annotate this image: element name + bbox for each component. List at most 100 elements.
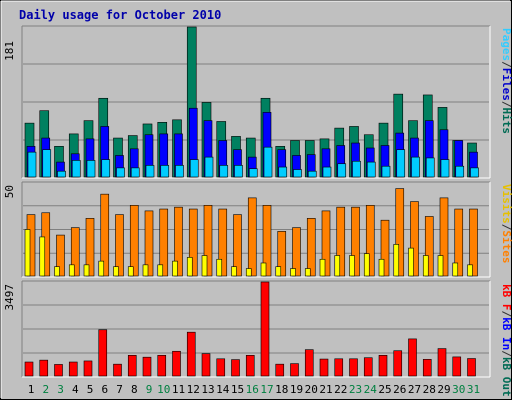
bar-kb-f-day-8 xyxy=(127,355,137,377)
bar-kb-f-day-4 xyxy=(68,361,78,377)
bar-visits-day-5 xyxy=(83,264,90,277)
bar-visits-day-28 xyxy=(422,255,429,277)
bar-pages-day-21 xyxy=(322,166,332,178)
bar-sites-day-21 xyxy=(321,210,331,277)
bar-pages-day-25 xyxy=(381,165,391,178)
x-tick-label-day-11: 11 xyxy=(172,383,185,396)
panel-3-legend: kB F/kB In/kB Out xyxy=(500,284,512,397)
panel-1-legend: Pages/Files/Hits xyxy=(500,28,512,134)
panel-1-legend-item: / xyxy=(500,61,512,68)
bar-pages-day-31 xyxy=(470,167,479,178)
bar-visits-day-6 xyxy=(98,260,105,277)
bar-pages-day-26 xyxy=(396,149,406,178)
x-tick-label-day-2: 2 xyxy=(42,383,49,396)
bar-visits-day-29 xyxy=(437,255,444,277)
x-tick-label-day-15: 15 xyxy=(231,383,244,396)
bar-visits-day-16 xyxy=(245,268,252,277)
bar-pages-day-22 xyxy=(337,163,347,178)
bar-visits-day-18 xyxy=(275,266,282,277)
x-tick-label-day-19: 19 xyxy=(290,383,303,396)
panel-1-max-label: 181 xyxy=(3,41,16,61)
bar-pages-day-16 xyxy=(248,168,258,178)
bar-kb-f-day-20 xyxy=(304,349,314,377)
bar-pages-day-7 xyxy=(116,167,125,178)
x-tick-label-day-8: 8 xyxy=(131,383,138,396)
bar-visits-day-17 xyxy=(260,262,267,277)
bar-pages-day-9 xyxy=(145,165,155,178)
bar-kb-f-day-26 xyxy=(393,350,403,377)
bar-visits-day-14 xyxy=(216,258,223,277)
bar-pages-day-27 xyxy=(411,156,420,178)
bar-sites-day-15 xyxy=(233,214,242,277)
panel-2-legend-item: Visits xyxy=(500,184,512,224)
bar-sites-day-14 xyxy=(218,208,228,277)
bar-pages-day-18 xyxy=(278,166,288,178)
bar-kb-f-day-31 xyxy=(467,358,476,377)
x-tick-label-day-23: 23 xyxy=(349,383,362,396)
bar-kb-f-day-1 xyxy=(24,361,34,377)
bar-visits-day-31 xyxy=(467,264,473,277)
bar-kb-f-day-17 xyxy=(260,281,270,377)
bar-kb-f-day-21 xyxy=(319,358,329,377)
bar-kb-f-day-18 xyxy=(275,363,285,377)
x-tick-label-day-26: 26 xyxy=(393,383,406,396)
bar-visits-day-10 xyxy=(157,264,164,277)
bar-visits-day-23 xyxy=(349,255,355,277)
bar-visits-day-20 xyxy=(304,268,311,277)
x-tick-label-day-9: 9 xyxy=(146,383,153,396)
bar-visits-day-12 xyxy=(186,257,193,277)
x-tick-label-day-1: 1 xyxy=(28,383,35,396)
bar-kb-f-day-28 xyxy=(422,359,432,377)
bar-pages-day-13 xyxy=(204,156,214,178)
x-tick-label-day-30: 30 xyxy=(452,383,465,396)
panel-1-legend-item: / xyxy=(500,101,512,108)
panel-3-legend-item: / xyxy=(500,311,512,318)
panel-3-legend-item: kB Out xyxy=(500,357,512,397)
bar-kb-f-day-2 xyxy=(39,359,49,377)
bar-pages-day-15 xyxy=(234,165,243,178)
bar-visits-day-21 xyxy=(319,258,326,277)
bar-kb-f-day-23 xyxy=(349,358,358,377)
bar-pages-day-6 xyxy=(101,159,111,178)
panel-3-legend-item: kB In xyxy=(500,317,512,350)
bar-pages-day-24 xyxy=(366,161,376,178)
x-tick-label-day-13: 13 xyxy=(201,383,214,396)
bar-pages-day-4 xyxy=(71,160,81,178)
bar-kb-f-day-14 xyxy=(216,358,226,377)
panel-2-legend-item: Sites xyxy=(500,230,512,263)
x-tick-label-day-17: 17 xyxy=(260,383,273,396)
bar-visits-day-9 xyxy=(142,264,149,277)
bar-visits-day-25 xyxy=(378,258,385,277)
bar-visits-day-24 xyxy=(363,253,370,277)
bar-sites-day-31 xyxy=(469,208,478,277)
bar-pages-day-12 xyxy=(189,159,199,178)
x-tick-label-day-25: 25 xyxy=(378,383,391,396)
bar-pages-day-5 xyxy=(86,160,96,178)
bar-pages-day-3 xyxy=(57,170,66,178)
bar-sites-day-29 xyxy=(439,197,449,277)
bar-sites-day-7 xyxy=(115,214,124,277)
x-tick-label-day-10: 10 xyxy=(157,383,170,396)
bar-visits-day-7 xyxy=(113,266,119,277)
bar-visits-day-3 xyxy=(54,266,60,277)
bar-visits-day-19 xyxy=(290,268,296,277)
bar-sites-day-13 xyxy=(203,205,213,277)
bar-pages-day-29 xyxy=(440,159,450,178)
x-tick-label-day-3: 3 xyxy=(57,383,64,396)
bar-sites-day-19 xyxy=(292,227,301,277)
bar-visits-day-22 xyxy=(334,255,341,277)
bar-visits-day-30 xyxy=(452,262,459,277)
bar-sites-day-22 xyxy=(336,206,346,277)
x-tick-label-day-12: 12 xyxy=(187,383,200,396)
bar-pages-day-30 xyxy=(455,165,465,178)
bar-sites-day-8 xyxy=(129,205,139,277)
bar-pages-day-17 xyxy=(263,146,273,178)
bar-visits-day-27 xyxy=(408,247,414,277)
bar-sites-day-4 xyxy=(70,227,80,277)
x-tick-label-day-27: 27 xyxy=(408,383,421,396)
bar-sites-day-25 xyxy=(380,219,390,277)
bar-kb-f-day-16 xyxy=(245,355,255,377)
panel-1-legend-item: Pages xyxy=(500,28,512,61)
